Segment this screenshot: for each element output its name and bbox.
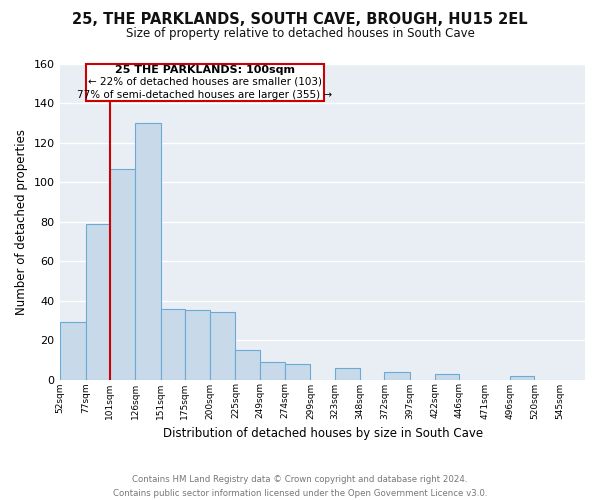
Bar (161, 308, 185, 380)
X-axis label: Distribution of detached houses by size in South Cave: Distribution of detached houses by size … (163, 427, 482, 440)
Text: 25, THE PARKLANDS, SOUTH CAVE, BROUGH, HU15 2EL: 25, THE PARKLANDS, SOUTH CAVE, BROUGH, H… (72, 12, 528, 28)
Text: Size of property relative to detached houses in South Cave: Size of property relative to detached ho… (125, 28, 475, 40)
Bar (86, 64, 323, 102)
Bar (86, 224, 110, 380)
Text: ← 22% of detached houses are smaller (103): ← 22% of detached houses are smaller (10… (88, 76, 322, 86)
Bar (285, 364, 310, 380)
Text: 25 THE PARKLANDS: 100sqm: 25 THE PARKLANDS: 100sqm (115, 65, 295, 75)
Bar (185, 310, 210, 380)
Bar (235, 350, 260, 380)
Bar (385, 372, 410, 380)
Bar (60, 322, 86, 380)
Bar (435, 374, 460, 380)
Bar (510, 376, 535, 380)
Text: 77% of semi-detached houses are larger (355) →: 77% of semi-detached houses are larger (… (77, 90, 332, 100)
Bar (110, 168, 135, 380)
Bar (260, 362, 285, 380)
Bar (335, 368, 360, 380)
Text: Contains HM Land Registry data © Crown copyright and database right 2024.
Contai: Contains HM Land Registry data © Crown c… (113, 476, 487, 498)
Bar (210, 312, 235, 380)
Y-axis label: Number of detached properties: Number of detached properties (15, 129, 28, 315)
Bar (135, 123, 161, 380)
